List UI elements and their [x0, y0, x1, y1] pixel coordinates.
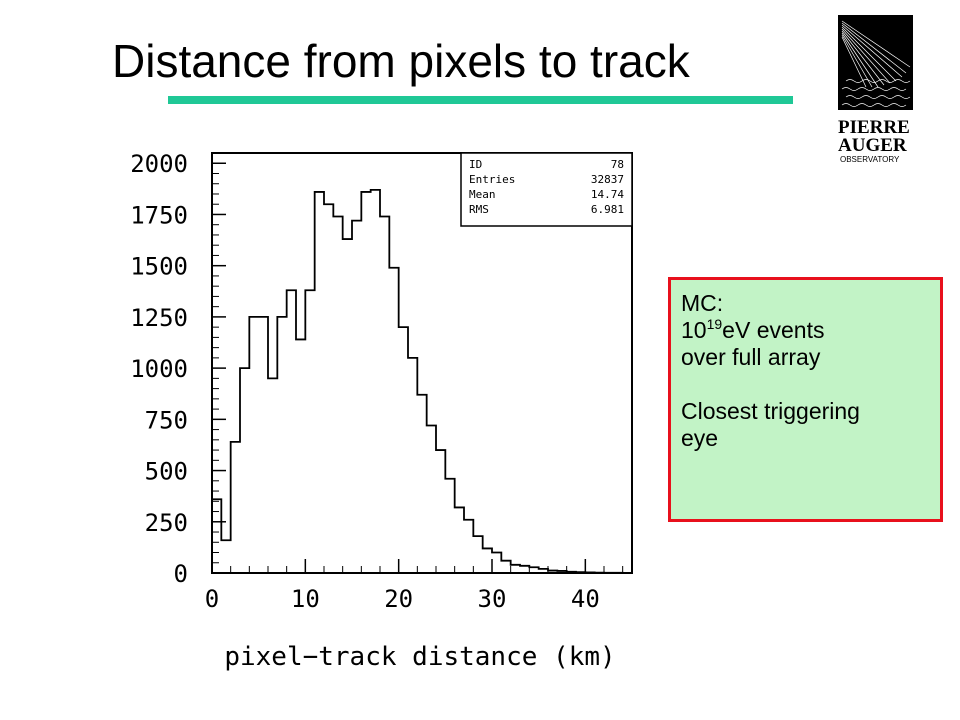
logo-line-3: OBSERVATORY — [840, 155, 900, 164]
histogram-bin — [324, 204, 333, 573]
x-axis-label: pixel−track distance (km) — [224, 642, 615, 672]
stats-value: 14.74 — [591, 188, 624, 201]
histogram-bin — [240, 368, 249, 573]
y-tick-label: 500 — [145, 458, 188, 486]
stats-label: Mean — [469, 188, 496, 201]
chart-plot — [211, 188, 632, 574]
stats-value: 32837 — [591, 173, 624, 186]
title-underline — [168, 96, 793, 104]
y-tick-label: 1000 — [130, 355, 188, 383]
stats-label: RMS — [469, 203, 489, 216]
stats-label: Entries — [469, 173, 515, 186]
x-tick-label: 10 — [291, 585, 320, 613]
note-energy-rest: eV events — [722, 317, 825, 343]
histogram-bin — [501, 561, 510, 573]
y-tick-label: 750 — [145, 406, 188, 434]
histogram-bin — [436, 450, 445, 573]
histogram-bin — [389, 268, 398, 573]
note-line-2: 1019eV events — [681, 317, 930, 344]
histogram-bin — [259, 317, 268, 573]
histogram-bin — [464, 520, 473, 573]
note-energy-exponent: 19 — [706, 316, 723, 332]
stats-box-frame — [460, 152, 633, 227]
histogram-bin — [492, 553, 501, 573]
histogram-bin — [511, 565, 520, 573]
histogram-bin — [296, 339, 305, 573]
mc-note-box: MC: 1019eV events over full array Closes… — [668, 277, 943, 522]
histogram-bin — [473, 536, 482, 573]
logo-line-2: AUGER — [838, 135, 907, 156]
histogram-bin — [417, 395, 426, 573]
histogram-bin — [483, 548, 492, 573]
histogram-bin — [371, 190, 380, 573]
histogram-bin — [315, 192, 324, 573]
histogram-bin — [333, 217, 342, 573]
histogram-bin — [520, 566, 529, 573]
note-energy-base: 10 — [681, 317, 707, 343]
note-spacer — [681, 371, 930, 398]
x-tick-label: 30 — [478, 585, 507, 613]
stats-value: 6.981 — [591, 203, 624, 216]
stats-label: ID — [469, 158, 482, 171]
histogram-bin — [361, 192, 370, 573]
histogram-bin — [305, 290, 314, 573]
x-tick-label: 20 — [384, 585, 413, 613]
note-line-1: MC: — [681, 290, 724, 316]
histogram-outline — [211, 188, 632, 574]
note-line-4: Closest triggering — [681, 398, 860, 424]
chart-axes — [211, 152, 633, 574]
x-tick-label: 0 — [205, 585, 219, 613]
y-tick-label: 1500 — [130, 253, 188, 281]
histogram-bin — [380, 217, 389, 573]
stats-value: 78 — [611, 158, 624, 171]
histogram-bin — [427, 425, 436, 573]
y-tick-label: 0 — [174, 560, 188, 588]
histogram-bin — [212, 499, 221, 573]
histogram-bin — [352, 221, 361, 573]
histogram-bin — [231, 442, 240, 573]
y-tick-label: 2000 — [130, 150, 188, 178]
y-tick-label: 250 — [145, 509, 188, 537]
pierre-auger-logo-icon: PIERRE AUGER OBSERVATORY — [838, 15, 913, 164]
histogram-bin — [277, 317, 286, 573]
histogram-bin — [408, 358, 417, 573]
histogram-bin — [445, 479, 454, 573]
logo-line-1: PIERRE — [838, 117, 910, 138]
histogram-bin — [221, 540, 230, 573]
y-tick-label: 1250 — [130, 304, 188, 332]
histogram-bin — [268, 378, 277, 573]
y-tick-label: 1750 — [130, 201, 188, 229]
x-tick-label: 40 — [571, 585, 600, 613]
chart-ticks: 0 250 500 750 1000 1250 1500 1750 2000 0 10 20 30 40 — [130, 150, 624, 613]
histogram-bin — [249, 317, 258, 573]
note-line-5: eye — [681, 425, 719, 451]
note-line-3: over full array — [681, 344, 821, 370]
histogram-bin — [399, 327, 408, 573]
histogram-bin — [455, 507, 464, 573]
histogram-bin — [343, 239, 352, 573]
stats-box: ID 78 Entries 32837 Mean 14.74 RMS 6.981 — [460, 152, 633, 227]
slide-title: Distance from pixels to track — [112, 35, 690, 87]
histogram-bin — [287, 290, 296, 573]
plot-frame — [211, 152, 633, 574]
